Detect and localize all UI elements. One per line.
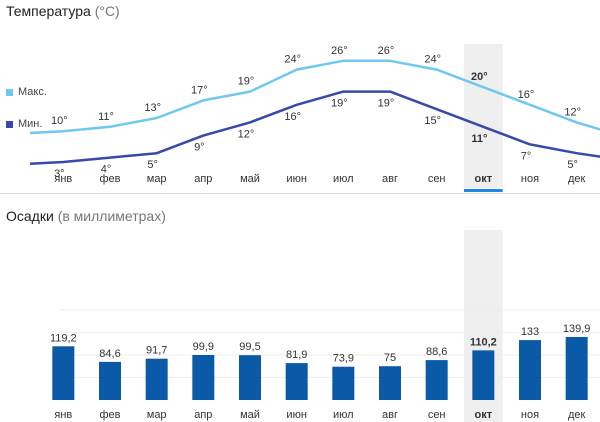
temp-min-label-авг: 19°: [378, 98, 395, 110]
temp-month-label-июл: июл: [333, 173, 354, 185]
precip-value-окт: 110,2: [470, 336, 497, 348]
precip-bar-окт: [472, 350, 495, 400]
temp-month-label-сен: сен: [428, 173, 446, 185]
precip-value-июн: 81,9: [286, 349, 307, 361]
legend-max: Макс.: [6, 86, 47, 98]
precip-month-label-июн: июн: [286, 409, 306, 421]
precip-bar-авг: [379, 366, 401, 400]
precip-value-дек: 139,9: [563, 323, 591, 335]
temp-month-label-мар: мар: [147, 173, 167, 185]
temp-max-label-июн: 24°: [284, 54, 301, 66]
precip-bar-фев: [99, 361, 121, 400]
temp-month-label-ноя: ноя: [521, 173, 539, 185]
precip-bar-янв: [52, 346, 75, 400]
precip-month-label-окт: окт: [475, 409, 493, 421]
precipitation-unit: (в миллиметрах): [57, 208, 166, 224]
section-divider: [0, 193, 600, 194]
precip-month-label-апр: апр: [194, 409, 212, 421]
temperature-title: Температура (°C): [6, 3, 120, 19]
precip-bar-апр: [192, 354, 215, 400]
temperature-unit: (°C): [94, 3, 120, 19]
precip-month-label-май: май: [240, 409, 260, 421]
precip-bar-дек: [565, 336, 588, 400]
temp-max-label-ноя: 16°: [518, 89, 535, 101]
temp-max-label-май: 19°: [238, 76, 255, 88]
temp-min-label-сен: 15°: [424, 115, 441, 127]
temp-max-label-июл: 26°: [331, 45, 348, 57]
precip-month-label-авг: авг: [382, 409, 398, 421]
precip-month-label-янв: янв: [54, 409, 72, 421]
precip-month-label-дек: дек: [568, 409, 586, 421]
precip-value-фев: 84,6: [99, 348, 120, 360]
temp-max-label-мар: 13°: [144, 102, 161, 114]
legend-min: Мин.: [6, 118, 42, 130]
legend-min-swatch: [6, 120, 13, 128]
precip-value-мар: 91,7: [146, 345, 167, 357]
temp-min-label-ноя: 7°: [521, 150, 532, 162]
temp-month-label-июн: июн: [286, 173, 306, 185]
precip-value-апр: 99,9: [193, 341, 214, 353]
precip-value-авг: 75: [384, 352, 396, 364]
legend-max-swatch: [6, 88, 13, 96]
temp-max-line: [29, 59, 600, 135]
temp-min-label-дек: 5°: [567, 159, 578, 171]
temp-selected-underline: [464, 189, 503, 192]
legend-min-label: Мин.: [18, 118, 43, 130]
temp-max-label-окт: 20°: [471, 71, 488, 83]
temp-month-label-май: май: [240, 173, 260, 185]
precip-bar-ноя: [519, 340, 541, 400]
precip-value-сен: 88,6: [426, 346, 447, 358]
precipitation-title: Осадки (в миллиметрах): [6, 208, 166, 224]
temp-month-label-апр: апр: [194, 173, 212, 185]
precip-bar-сен: [425, 360, 448, 400]
temp-month-label-окт: окт: [475, 173, 493, 185]
temp-min-label-фев: 4°: [101, 164, 112, 176]
temp-month-label-фев: фев: [99, 173, 120, 185]
temp-min-label-янв: 3°: [54, 168, 65, 180]
temp-max-label-сен: 24°: [424, 54, 441, 66]
precip-value-ноя: 133: [521, 326, 539, 338]
temp-month-label-янв: янв: [54, 173, 72, 185]
temp-max-label-апр: 17°: [191, 84, 208, 96]
precip-bar-июн: [285, 363, 308, 400]
precipitation-title-text: Осадки: [6, 208, 54, 224]
precip-value-янв: 119,2: [50, 332, 77, 344]
temp-min-label-мар: 5°: [147, 159, 158, 171]
temp-max-label-авг: 26°: [378, 45, 395, 57]
precip-month-label-фев: фев: [99, 409, 120, 421]
temp-min-label-апр: 9°: [194, 142, 205, 154]
precip-month-label-сен: сен: [428, 409, 446, 421]
temp-min-line: [29, 90, 600, 166]
temp-min-label-окт: 11°: [471, 133, 487, 145]
temp-max-label-янв: 10°: [51, 115, 68, 127]
temp-month-label-дек: дек: [568, 173, 586, 185]
temp-month-label-авг: авг: [382, 173, 398, 185]
temp-min-label-июл: 19°: [331, 98, 348, 110]
precip-bar-июл: [332, 366, 355, 400]
temp-max-label-фев: 11°: [98, 111, 114, 123]
precip-value-май: 99,5: [239, 341, 260, 353]
precip-month-label-мар: мар: [147, 409, 167, 421]
precip-bar-май: [239, 355, 261, 400]
legend-max-label: Макс.: [18, 86, 47, 98]
temp-selected-column: [464, 44, 503, 188]
temp-max-label-дек: 12°: [564, 106, 581, 118]
precip-value-июл: 73,9: [333, 353, 354, 365]
temp-min-label-май: 12°: [238, 128, 255, 140]
precip-bar-мар: [145, 358, 168, 400]
temp-min-label-июн: 16°: [284, 111, 301, 123]
temperature-title-text: Температура: [6, 3, 91, 19]
precip-month-label-ноя: ноя: [521, 409, 539, 421]
precip-month-label-июл: июл: [333, 409, 354, 421]
